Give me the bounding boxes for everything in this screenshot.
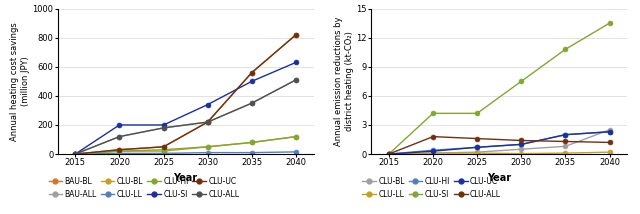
Legend: CLU-BL, CLU-LL, CLU-HI, CLU-SI, CLU-UC, CLU-ALL: CLU-BL, CLU-LL, CLU-HI, CLU-SI, CLU-UC, … — [362, 177, 501, 199]
X-axis label: Year: Year — [173, 173, 198, 183]
Y-axis label: Annual heating cost savings
(million JPY): Annual heating cost savings (million JPY… — [10, 22, 29, 141]
X-axis label: Year: Year — [487, 173, 511, 183]
Y-axis label: Annual emission reductions by
district heating (kt-CO₂): Annual emission reductions by district h… — [334, 16, 354, 146]
Legend: BAU-BL, BAU-ALL, CLU-BL, CLU-LL, CLU-HI, CLU-SI, CLU-UC, CLU-ALL: BAU-BL, BAU-ALL, CLU-BL, CLU-LL, CLU-HI,… — [49, 177, 239, 199]
